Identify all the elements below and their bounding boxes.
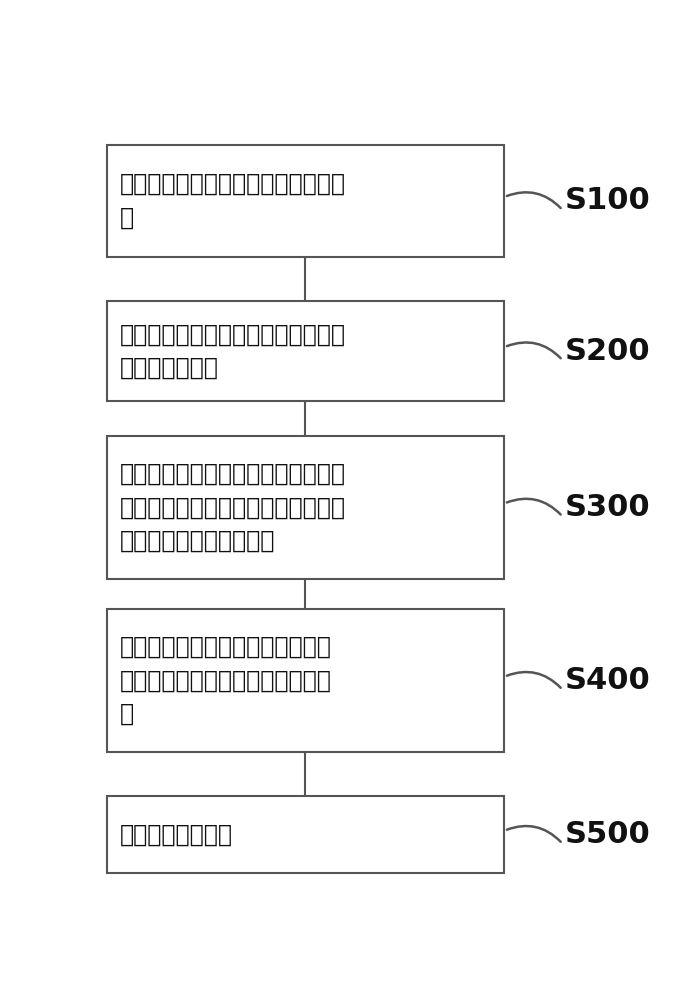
Text: 调节所述模拟实验装置中高压柱塞
泵的注入压强和电加热板的加热温
度: 调节所述模拟实验装置中高压柱塞 泵的注入压强和电加热板的加热温 度 <box>120 635 332 726</box>
Text: 获取增强型地热系统岩样中裂缝的形
态: 获取增强型地热系统岩样中裂缝的形 态 <box>120 172 346 230</box>
Text: S200: S200 <box>565 336 651 365</box>
Text: 调整所述模拟实验装置中所述岩样组
中的所述支撑剂，在相邻岩之间形成
对应裂缝形态的缝网结构: 调整所述模拟实验装置中所述岩样组 中的所述支撑剂，在相邻岩之间形成 对应裂缝形态… <box>120 462 346 553</box>
Text: 计算热能提取效率: 计算热能提取效率 <box>120 823 233 847</box>
Text: S500: S500 <box>565 820 651 849</box>
Bar <box>107 145 504 257</box>
Bar <box>107 609 504 752</box>
Text: 选取岩石，切割成岩块，并置于所述
模拟实验装置中: 选取岩石，切割成岩块，并置于所述 模拟实验装置中 <box>120 322 346 380</box>
Bar <box>107 301 504 401</box>
Text: S400: S400 <box>565 666 651 695</box>
Text: S100: S100 <box>565 186 651 215</box>
Bar <box>107 436 504 579</box>
Text: S300: S300 <box>565 493 651 522</box>
Bar <box>107 796 504 873</box>
